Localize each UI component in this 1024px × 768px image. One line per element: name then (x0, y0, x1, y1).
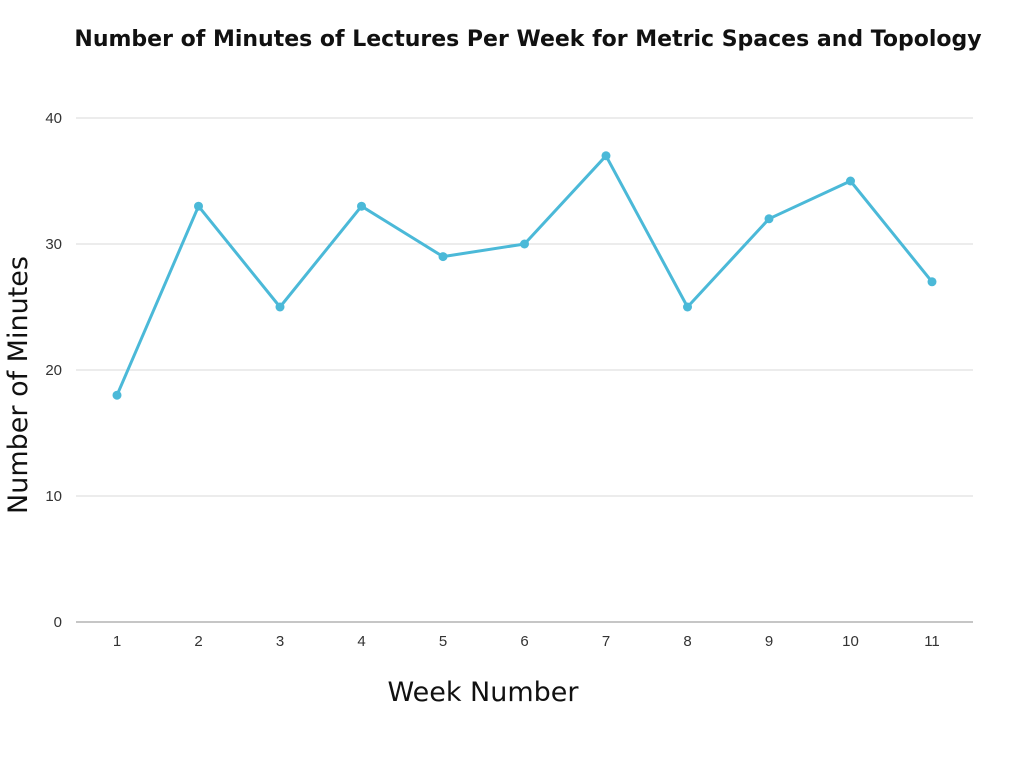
x-tick-label: 6 (520, 633, 528, 650)
series-line (115, 154, 934, 397)
x-tick-label: 11 (924, 633, 940, 650)
series-layer (112, 151, 937, 400)
data-point (520, 239, 529, 249)
x-tick-label: 9 (765, 633, 773, 650)
x-tick-label: 1 (113, 633, 121, 650)
chart-title: Number of Minutes of Lectures Per Week f… (74, 27, 981, 52)
y-tick-label: 0 (54, 614, 62, 631)
data-point (275, 302, 285, 312)
data-point (846, 176, 855, 186)
x-tick-label: 5 (439, 633, 447, 650)
data-point (927, 277, 937, 287)
data-point (601, 151, 611, 161)
y-axis-ticks: 0 10 20 30 40 (45, 110, 62, 631)
x-tick-label: 2 (194, 633, 202, 650)
x-tick-label: 8 (683, 633, 691, 650)
data-point (112, 390, 122, 400)
y-tick-label: 20 (45, 362, 62, 379)
x-axis-ticks: 1 2 3 4 5 6 7 8 9 10 11 (113, 633, 940, 650)
data-point (438, 252, 448, 262)
x-tick-label: 3 (276, 633, 284, 650)
data-point (764, 214, 774, 224)
y-tick-label: 40 (45, 110, 62, 127)
y-axis-label: Number of Minutes (3, 256, 34, 514)
data-point (683, 302, 692, 312)
data-point (194, 201, 203, 211)
x-tick-label: 4 (357, 633, 365, 650)
x-tick-label: 7 (602, 633, 610, 650)
gridlines (76, 117, 973, 623)
data-point (357, 201, 366, 211)
x-axis-label: Week Number (387, 677, 579, 708)
x-tick-label: 10 (842, 633, 859, 650)
y-tick-label: 30 (45, 236, 62, 253)
y-tick-label: 10 (45, 488, 62, 505)
